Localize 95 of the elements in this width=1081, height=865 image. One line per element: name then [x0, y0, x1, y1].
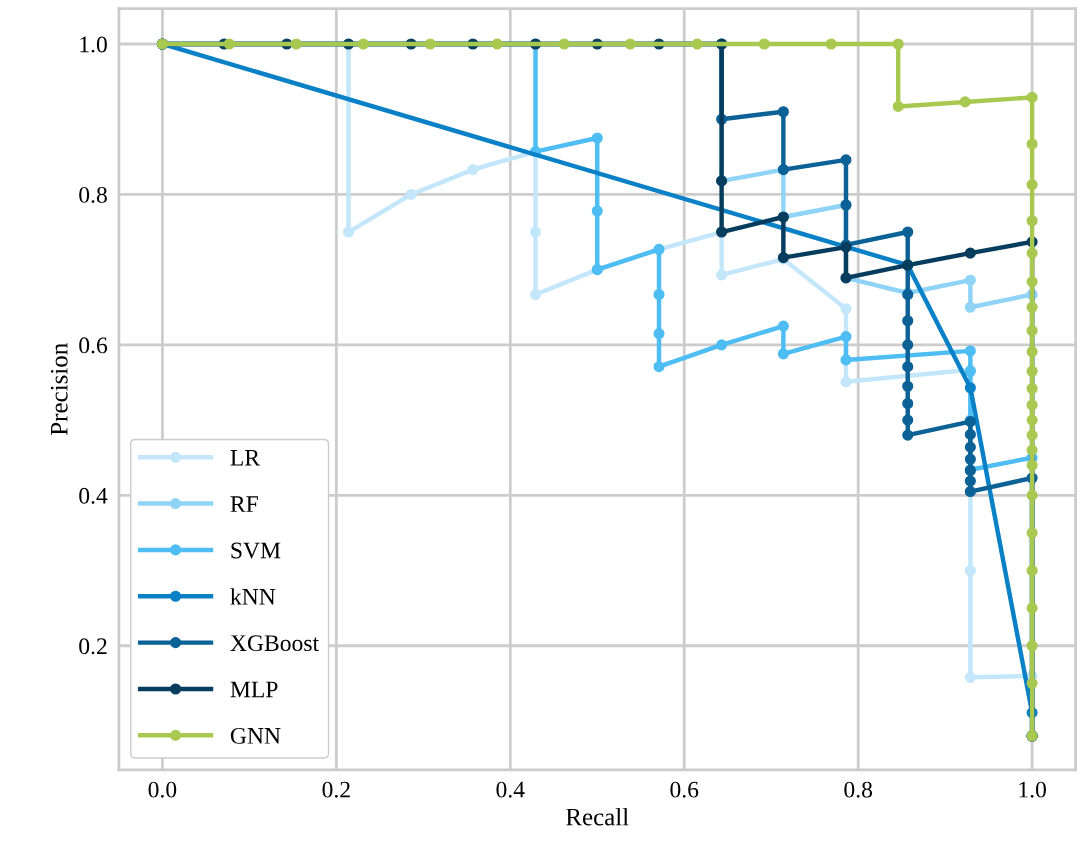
- x-tick-label: 0.2: [322, 781, 350, 798]
- point: [357, 38, 369, 50]
- point: [902, 226, 914, 238]
- point: [1026, 444, 1038, 456]
- point: [840, 354, 852, 366]
- x-tick-label: 0.4: [496, 781, 525, 798]
- point: [290, 38, 302, 50]
- point: [653, 361, 665, 373]
- point: [902, 429, 914, 441]
- point: [405, 188, 417, 200]
- point: [1026, 677, 1038, 689]
- point: [777, 320, 789, 332]
- point: [892, 100, 904, 112]
- point: [840, 154, 852, 166]
- x-tick-label: 1.0: [1019, 781, 1046, 798]
- point: [964, 453, 976, 465]
- point: [840, 331, 852, 343]
- legend-label: XGBoost: [230, 635, 319, 652]
- x-tick-label: 0.0: [148, 781, 177, 798]
- point: [529, 288, 542, 301]
- legend-label: GNN: [230, 727, 281, 744]
- point: [491, 38, 503, 50]
- point: [1026, 179, 1038, 191]
- point: [840, 376, 852, 388]
- point: [902, 380, 914, 392]
- point: [1026, 301, 1038, 313]
- point: [964, 475, 976, 487]
- y-tick-label: 0.4: [79, 487, 108, 504]
- point: [964, 301, 976, 313]
- point: [529, 226, 542, 238]
- point: [1026, 91, 1038, 103]
- y-axis-title: Precision: [50, 343, 68, 436]
- point: [902, 414, 914, 426]
- x-tick-label: 0.6: [670, 781, 699, 798]
- point: [964, 428, 976, 440]
- point: [1026, 382, 1038, 395]
- point: [964, 485, 976, 498]
- point: [1026, 138, 1038, 150]
- point: [691, 38, 703, 50]
- point: [1026, 602, 1038, 614]
- point: [1026, 325, 1038, 337]
- point: [758, 38, 770, 50]
- point: [964, 247, 976, 259]
- point: [777, 348, 789, 360]
- point: [964, 345, 976, 357]
- legend-label: LR: [230, 450, 261, 466]
- point: [653, 328, 665, 340]
- point: [1026, 459, 1038, 471]
- legend-label: SVM: [231, 542, 281, 559]
- point: [840, 303, 852, 315]
- point: [467, 164, 479, 176]
- point: [902, 361, 914, 373]
- point: [777, 106, 789, 118]
- point: [902, 397, 914, 410]
- legend-label: kNN: [230, 588, 276, 605]
- point: [964, 671, 976, 683]
- legend-label: MLP: [230, 681, 278, 698]
- point: [902, 339, 914, 351]
- point: [902, 315, 914, 327]
- point: [1026, 640, 1038, 652]
- point: [653, 288, 665, 301]
- point: [964, 441, 976, 453]
- point: [1026, 564, 1038, 577]
- point: [1026, 276, 1038, 288]
- point: [1026, 489, 1038, 501]
- point: [591, 132, 603, 144]
- legend-label: RF: [230, 496, 258, 512]
- y-tick-label: 0.6: [79, 337, 108, 354]
- point: [1026, 247, 1038, 259]
- x-axis-title: Recall: [566, 807, 629, 826]
- y-tick-label: 0.2: [79, 638, 107, 655]
- point: [591, 205, 603, 217]
- point: [959, 96, 971, 108]
- point: [1026, 365, 1038, 377]
- point: [342, 226, 355, 238]
- point: [892, 38, 904, 50]
- point: [1026, 346, 1038, 358]
- point: [964, 382, 976, 394]
- point: [624, 38, 636, 50]
- point: [716, 339, 728, 351]
- y-tick-label: 0.8: [79, 186, 107, 203]
- point: [1026, 414, 1038, 426]
- point: [424, 38, 436, 50]
- x-tick-label: 0.8: [844, 781, 873, 798]
- point: [1026, 399, 1038, 411]
- point: [1026, 527, 1038, 539]
- point: [964, 564, 976, 577]
- point: [1026, 429, 1038, 441]
- point: [223, 38, 235, 50]
- point: [1026, 215, 1038, 227]
- y-tick-label: 1.0: [80, 36, 107, 53]
- point: [825, 38, 837, 50]
- point: [716, 269, 728, 281]
- point: [964, 274, 976, 286]
- point: [558, 38, 570, 50]
